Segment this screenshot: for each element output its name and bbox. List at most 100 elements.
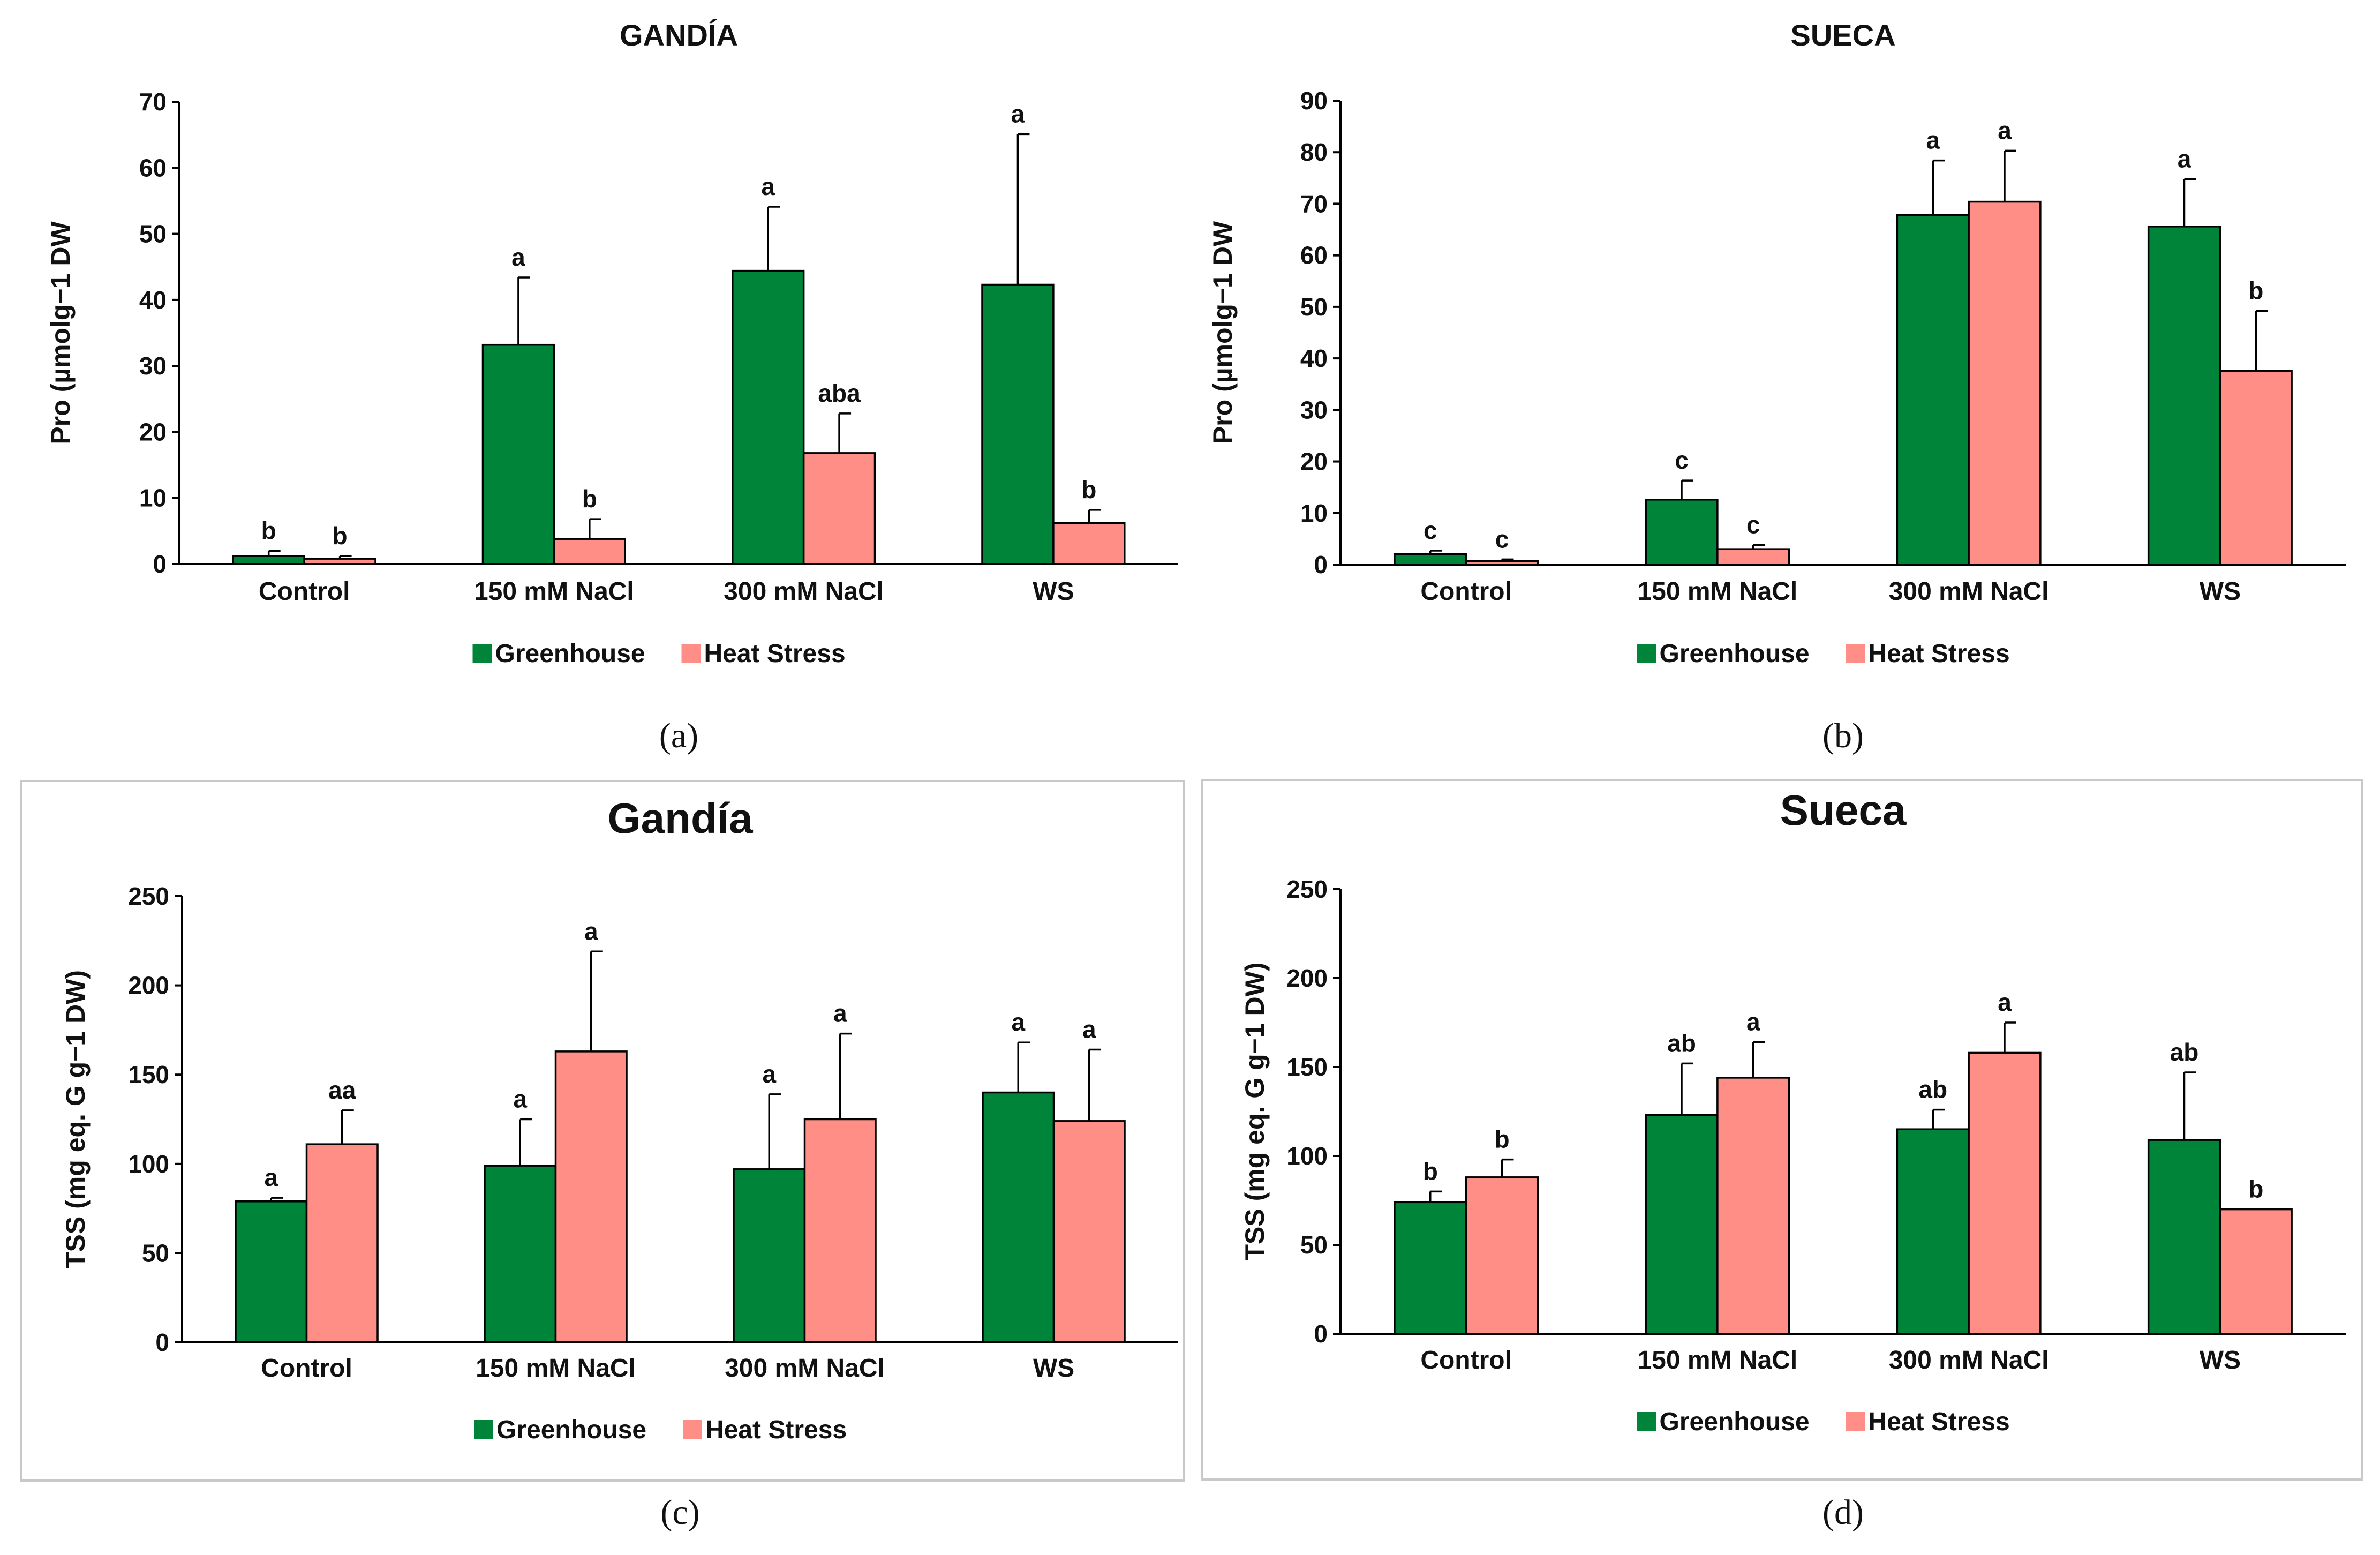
bar-greenhouse (484, 1165, 557, 1343)
significance-letter: a (584, 917, 598, 945)
bar-greenhouse (733, 1168, 806, 1343)
chart-d: Sueca 0 50 100 150 200 250 TSS (mg eq. G g−1 DW… (1201, 779, 2363, 1481)
legend-label: Heat Stress (1869, 1408, 2010, 1436)
y-tick-label: 30 (139, 352, 167, 380)
y-tick-label: 80 (1300, 138, 1328, 166)
legend-swatch-greenhouse (474, 1420, 493, 1439)
bar-heat-stress (1968, 200, 2042, 566)
significance-letter: a (511, 243, 525, 271)
y-tick-label: 10 (139, 484, 167, 512)
category-label: WS (2200, 1346, 2241, 1374)
bar-greenhouse (1896, 1128, 1970, 1335)
chart-frame (1201, 779, 2363, 1481)
legend-label: Greenhouse (1660, 640, 1810, 668)
y-axis-label: Pro (µmolg−1 DW (1208, 221, 1238, 444)
significance-letter: a (1011, 100, 1025, 127)
significance-letter: a (1998, 116, 2012, 144)
significance-letter: b (261, 516, 276, 544)
bar-heat-stress (803, 1118, 877, 1343)
y-tick-label: 70 (1300, 190, 1328, 217)
significance-letter: a (761, 172, 775, 200)
category-label: 150 mM NaCl (1637, 577, 1797, 606)
legend-swatch-heat-stress (1846, 1412, 1865, 1431)
y-tick-label: 40 (1300, 344, 1328, 372)
significance-letter: a (833, 1000, 847, 1027)
significance-letter: b (1494, 1125, 1509, 1153)
significance-letter: a (1746, 1008, 1760, 1036)
chart-title: Sueca (1780, 786, 1907, 834)
y-tick-label: 100 (1286, 1142, 1328, 1170)
y-tick-label: 250 (1286, 875, 1328, 903)
significance-letter: aba (818, 379, 861, 407)
significance-letter: ab (2170, 1038, 2199, 1066)
category-label: Control (1420, 1346, 1512, 1374)
bar-greenhouse (481, 343, 555, 565)
y-tick-label: 30 (1300, 396, 1328, 424)
category-label: 300 mM NaCl (1889, 1346, 2049, 1374)
y-tick-label: 50 (142, 1239, 169, 1267)
bar-greenhouse (1645, 1114, 1719, 1335)
y-tick-label: 40 (139, 286, 167, 314)
legend: Greenhouse Heat Stress (1637, 640, 2010, 668)
significance-letter: c (1675, 446, 1689, 474)
category-label: 150 mM NaCl (1637, 1346, 1797, 1374)
significance-letter: a (1011, 1008, 1025, 1036)
chart-title: SUECA (1790, 18, 1895, 52)
legend: Greenhouse Heat Stress (1637, 1408, 2010, 1436)
significance-letter: a (1998, 988, 2012, 1016)
bar-greenhouse (731, 269, 805, 565)
significance-letter: ab (1667, 1029, 1696, 1057)
y-tick-label: 150 (1286, 1053, 1328, 1081)
legend-label: Heat Stress (1869, 640, 2010, 668)
y-tick-label: 60 (139, 154, 167, 182)
legend-swatch-greenhouse (472, 644, 492, 663)
chart-frame (20, 780, 1185, 1482)
y-axis-label: TSS (mg eq. G g−1 DW) (1240, 963, 1270, 1261)
significance-letter: a (264, 1163, 278, 1191)
chart-title: GANDÍA (620, 18, 738, 52)
bar-greenhouse (1896, 214, 1970, 566)
legend-label: Greenhouse (496, 1416, 646, 1444)
panel-caption: (d) (1822, 1493, 1864, 1532)
bar-greenhouse (232, 555, 305, 565)
legend-label: Greenhouse (1660, 1408, 1810, 1436)
significance-letter: c (1746, 510, 1760, 538)
bar-heat-stress (305, 1143, 379, 1343)
panel-caption: (b) (1822, 716, 1864, 755)
bar-heat-stress (1052, 522, 1126, 565)
significance-letter: c (1424, 516, 1437, 544)
y-axis-label: Pro (µmolg−1 DW (46, 221, 76, 445)
bar-heat-stress (1465, 1176, 1539, 1335)
legend-label: Greenhouse (495, 640, 645, 668)
y-tick-label: 200 (128, 972, 169, 1000)
significance-letter: a (2178, 145, 2191, 172)
significance-letter: b (1081, 476, 1096, 504)
bar-heat-stress (553, 538, 627, 565)
legend-swatch-heat-stress (1846, 644, 1865, 663)
y-tick-label: 20 (1300, 448, 1328, 476)
category-label: 300 mM NaCl (1889, 577, 2049, 606)
bar-heat-stress (802, 452, 876, 565)
category-label: 300 mM NaCl (724, 577, 884, 606)
legend: Greenhouse Heat Stress (472, 640, 846, 668)
bar-heat-stress (1968, 1051, 2042, 1335)
category-label: 150 mM NaCl (474, 577, 634, 606)
legend-label: Heat Stress (704, 640, 846, 668)
bar-greenhouse (1645, 499, 1719, 566)
y-tick-label: 250 (128, 882, 169, 910)
bar-heat-stress (554, 1050, 628, 1343)
significance-letter: c (1495, 525, 1509, 553)
y-tick-label: 0 (1314, 551, 1328, 579)
category-label: WS (1033, 577, 1074, 606)
chart-a: GANDÍA 0 10 20 30 40 50 60 70 Pro (µmolg−1 DW b b Co… (46, 18, 1178, 668)
y-tick-label: 50 (139, 220, 167, 248)
category-label: 150 mM NaCl (476, 1354, 636, 1383)
bar-greenhouse (2147, 226, 2221, 566)
category-label: Control (261, 1354, 352, 1383)
y-axis-label: TSS (mg eq. G g−1 DW) (61, 970, 91, 1268)
bar-greenhouse (981, 283, 1055, 565)
legend-label: Heat Stress (705, 1416, 847, 1444)
chart-title: Gandía (607, 794, 753, 842)
legend-swatch-heat-stress (683, 1420, 702, 1439)
